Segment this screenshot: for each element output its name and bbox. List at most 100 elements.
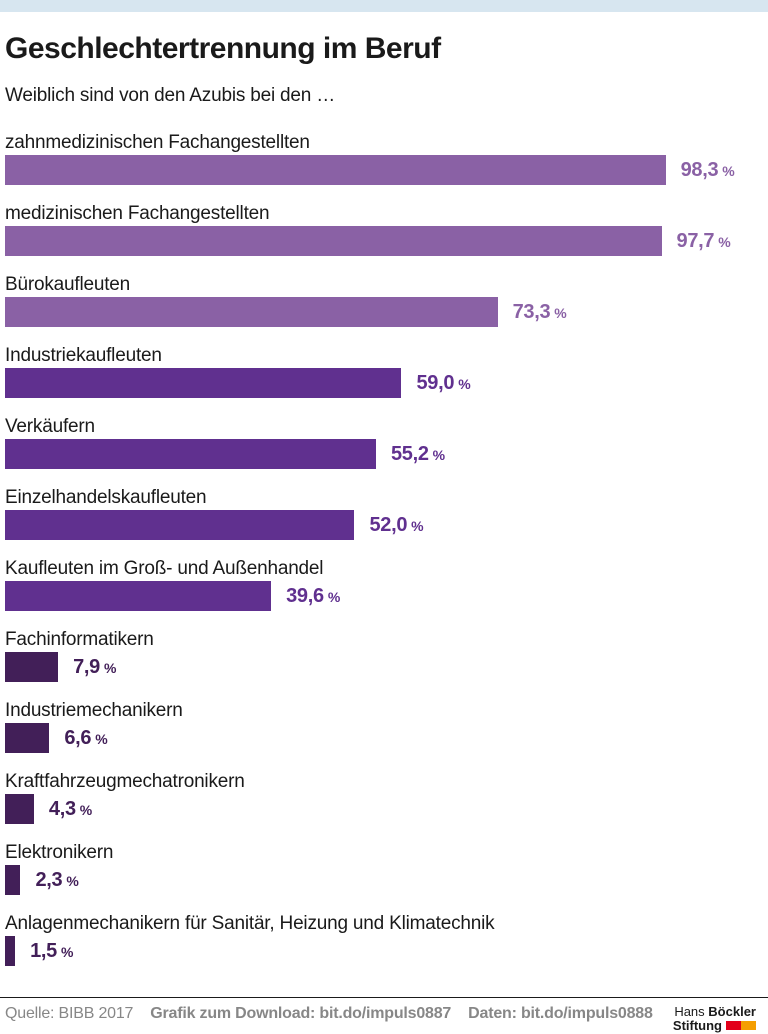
bar-row: Fachinformatikern 7,9% [5, 629, 758, 682]
bar-row: Industriekaufleuten 59,0% [5, 345, 758, 398]
page-title: Geschlechtertrennung im Beruf [5, 32, 441, 65]
percent-sign: % [66, 872, 79, 889]
value-number: 39,6 [286, 584, 324, 607]
bar-row: Kraftfahrzeugmechatronikern 4,3% [5, 771, 758, 824]
category-label: Fachinformatikern [5, 629, 154, 650]
value-label: 52,0% [369, 514, 423, 537]
bar [5, 368, 402, 398]
bar-line: 98,3% [5, 155, 758, 185]
source-text: Quelle: BIBB 2017 [5, 1005, 134, 1022]
bar [5, 865, 21, 895]
value-number: 52,0 [369, 513, 408, 536]
percent-sign: % [718, 233, 731, 250]
bar-row: zahnmedizinischen Fachangestellten 98,3% [5, 132, 758, 185]
bar [5, 439, 376, 469]
bar-line: 59,0% [5, 368, 758, 398]
category-label: Industriekaufleuten [5, 345, 162, 366]
value-label: 73,3% [513, 301, 567, 324]
value-number: 2,3 [35, 868, 63, 891]
bar [5, 652, 59, 682]
bar [5, 226, 662, 256]
bar [5, 936, 16, 966]
bar-line: 6,6% [5, 723, 758, 753]
value-number: 59,0 [416, 371, 455, 394]
percent-sign: % [327, 588, 340, 605]
bar-row: Bürokaufleuten 73,3% [5, 274, 758, 327]
value-label: 7,9% [73, 656, 116, 679]
category-label: zahnmedizinischen Fachangestellten [5, 132, 310, 153]
logo-line2: Stiftung [673, 1019, 756, 1032]
value-label: 1,5% [30, 940, 73, 963]
bar-chart: zahnmedizinischen Fachangestellten 98,3%… [5, 132, 758, 966]
value-label: 59,0% [416, 372, 470, 395]
bar-row: Einzelhandelskaufleuten 52,0% [5, 487, 758, 540]
bar-line: 55,2% [5, 439, 758, 469]
category-label: Bürokaufleuten [5, 274, 131, 295]
value-number: 4,3 [48, 797, 76, 820]
bar-line: 4,3% [5, 794, 758, 824]
bar [5, 510, 355, 540]
bar-line: 97,7% [5, 226, 758, 256]
value-number: 1,5 [30, 939, 57, 962]
hans-boeckler-stiftung-logo: Hans Böckler Stiftung [673, 1005, 756, 1032]
bar-row: Elektronikern 2,3% [5, 842, 758, 895]
value-label: 98,3% [681, 159, 735, 182]
category-label: Einzelhandelskaufleuten [5, 487, 207, 508]
data-link-text: Daten: bit.do/impuls0888 [468, 1005, 653, 1022]
bar [5, 794, 34, 824]
footer: Quelle: BIBB 2017 Grafik zum Download: b… [0, 997, 768, 1032]
value-number: 55,2 [390, 442, 429, 465]
logo-hans: Hans [674, 1004, 705, 1019]
bar-row: Anlagenmechanikern für Sanitär, Heizung … [5, 913, 758, 966]
bar-line: 2,3% [5, 865, 758, 895]
percent-sign: % [411, 517, 424, 534]
bar-line: 1,5% [5, 936, 758, 966]
value-label: 39,6% [286, 585, 340, 608]
category-label: Kaufleuten im Groß- und Außenhandel [5, 558, 324, 579]
value-label: 55,2% [391, 443, 445, 466]
footer-source-group: Quelle: BIBB 2017 Grafik zum Download: b… [5, 1005, 653, 1023]
bar-line: 73,3% [5, 297, 758, 327]
bar-line: 7,9% [5, 652, 758, 682]
percent-sign: % [722, 162, 735, 179]
bar [5, 581, 272, 611]
value-label: 6,6% [64, 727, 107, 750]
logo-color-blocks [726, 1021, 756, 1030]
chart-subtitle: Weiblich sind von den Azubis bei den … [5, 85, 336, 106]
percent-sign: % [103, 659, 117, 676]
bar [5, 723, 50, 753]
percent-sign: % [95, 730, 108, 747]
bar-row: Verkäufern 55,2% [5, 416, 758, 469]
category-label: Verkäufern [5, 416, 95, 437]
download-link-text: Grafik zum Download: bit.do/impuls0887 [150, 1005, 452, 1022]
category-label: Elektronikern [5, 842, 114, 863]
bar [5, 297, 498, 327]
value-number: 73,3 [512, 300, 551, 323]
logo-boeckler: Böckler [708, 1004, 756, 1019]
percent-sign: % [458, 375, 471, 392]
bar-line: 52,0% [5, 510, 758, 540]
percent-sign: % [554, 304, 567, 321]
bar-row: medizinischen Fachangestellten 97,7% [5, 203, 758, 256]
value-number: 97,7 [676, 229, 715, 252]
logo-line1: Hans Böckler [673, 1005, 756, 1018]
category-label: Anlagenmechanikern für Sanitär, Heizung … [5, 913, 495, 934]
category-label: Industriemechanikern [5, 700, 183, 721]
value-label: 4,3% [49, 798, 92, 821]
chart-area: Geschlechtertrennung im Beruf Weiblich s… [0, 33, 768, 966]
percent-sign: % [79, 801, 92, 818]
bar [5, 155, 666, 185]
value-number: 98,3 [680, 158, 719, 181]
logo-orange-block [741, 1021, 756, 1030]
value-number: 6,6 [64, 726, 92, 749]
logo-stiftung: Stiftung [672, 1018, 722, 1033]
bar-line: 39,6% [5, 581, 758, 611]
logo-red-block [726, 1021, 741, 1030]
value-label: 97,7% [677, 230, 731, 253]
value-label: 2,3% [35, 869, 78, 892]
category-label: medizinischen Fachangestellten [5, 203, 270, 224]
bar-row: Kaufleuten im Groß- und Außenhandel 39,6… [5, 558, 758, 611]
value-number: 7,9 [73, 655, 100, 678]
bar-row: Industriemechanikern 6,6% [5, 700, 758, 753]
percent-sign: % [60, 943, 74, 960]
